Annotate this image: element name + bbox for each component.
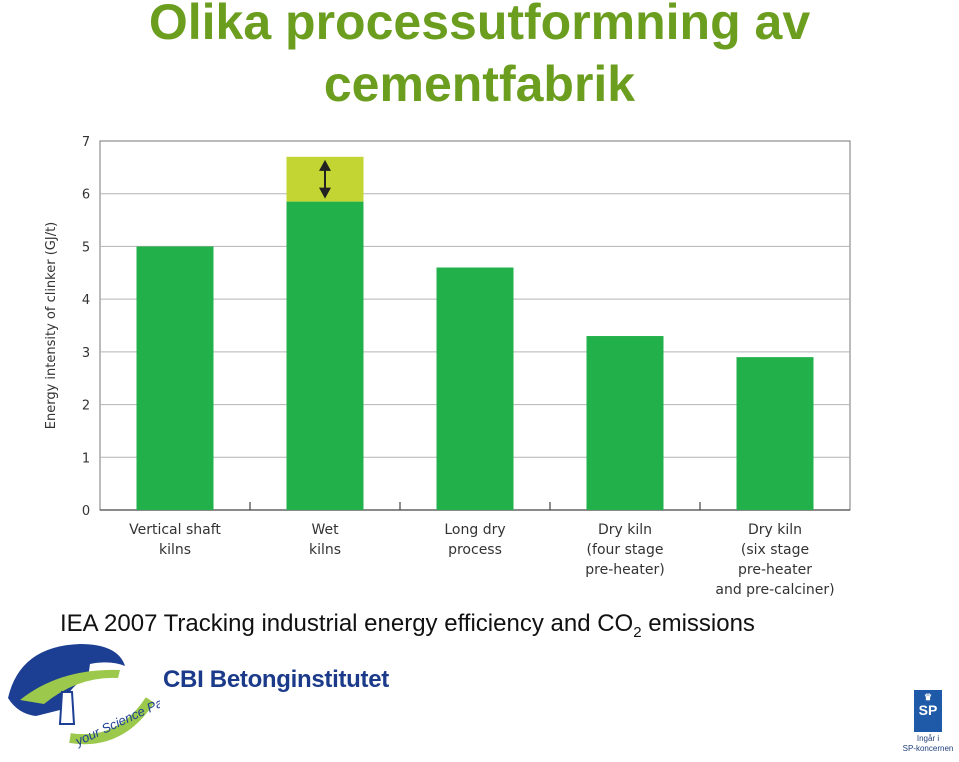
cbi-logo-text: CBI Betonginstitutet	[163, 666, 389, 693]
logo-globe-green	[20, 669, 120, 704]
x-tick-label: Wet kilns	[309, 522, 341, 558]
y-tick-label: 6	[82, 188, 90, 203]
x-tick-label-line: kilns	[159, 542, 191, 558]
y-tick-label: 0	[82, 504, 90, 519]
x-tick-label-line: pre-heater	[738, 562, 812, 578]
range-arrow-up-head	[319, 159, 331, 171]
x-tick-label-line: Dry kiln	[748, 522, 802, 538]
crown-icon: ♛	[923, 692, 933, 702]
y-axis-label: Energy intensity of clinker (GJ/t)	[44, 222, 59, 429]
sp-logo: ♛ SP Ingår i SP-koncernen	[897, 690, 957, 760]
y-tick-label: 1	[82, 451, 90, 466]
caption-main: IEA 2007 Tracking industrial energy effi…	[60, 610, 634, 637]
x-tick-label: Dry kiln (four stage pre-heater)	[585, 522, 664, 578]
bar	[586, 336, 664, 510]
range-arrow-down-head	[319, 187, 331, 199]
y-tick-label: 7	[82, 135, 90, 150]
bar	[136, 246, 214, 510]
x-tick-label-line: and pre-calciner)	[715, 582, 834, 598]
logo-arc	[69, 697, 155, 745]
x-tick-label-line: process	[448, 542, 502, 558]
bar	[436, 267, 514, 510]
source-caption: IEA 2007 Tracking industrial energy effi…	[60, 610, 755, 641]
y-tick-label: 2	[82, 399, 90, 414]
caption-end: emissions	[641, 610, 755, 637]
x-tick-label: Long dry process	[444, 522, 505, 558]
x-tick-label-line: (four stage	[587, 542, 664, 558]
bar	[736, 357, 814, 510]
x-tick-label-line: Dry kiln	[598, 522, 652, 538]
y-tick-label: 5	[82, 240, 90, 255]
y-tick-label: 4	[82, 293, 90, 308]
logo-partner-text: your Science Partner	[72, 684, 160, 750]
x-tick-label-line: Vertical shaft	[129, 522, 221, 538]
x-tick-label-line: (six stage	[741, 542, 809, 558]
sp-logo-subtext: Ingår i SP-koncernen	[897, 734, 959, 754]
y-tick-label: 3	[82, 346, 90, 361]
bar	[286, 201, 364, 510]
logo-pillar	[58, 691, 76, 725]
x-tick-label-line: pre-heater)	[585, 562, 664, 578]
title-line-2: cementfabrik	[323, 56, 636, 112]
sp-sub-line-2: SP-koncernen	[902, 744, 954, 753]
sp-mark: SP	[918, 702, 938, 718]
caption-subscript: 2	[633, 623, 642, 641]
x-tick-label-line: Wet	[311, 522, 339, 538]
x-tick-label: Vertical shaft kilns	[129, 522, 221, 558]
science-partner-logo: your Science Partner	[8, 644, 160, 750]
bar-chart: 0 1 2 3 4 5 6 7 Energy intensity of clinker (GJ/…	[44, 135, 851, 598]
sp-sub-line-1: Ingår i	[916, 734, 940, 743]
title-line-1: Olika processutformning av	[148, 0, 811, 50]
x-tick-label-line: kilns	[309, 542, 341, 558]
sp-logo-box: ♛ SP	[914, 690, 942, 732]
x-tick-label-line: Long dry	[444, 522, 505, 538]
x-tick-label: Dry kiln (six stage pre-heater and pre-calc…	[715, 522, 834, 598]
